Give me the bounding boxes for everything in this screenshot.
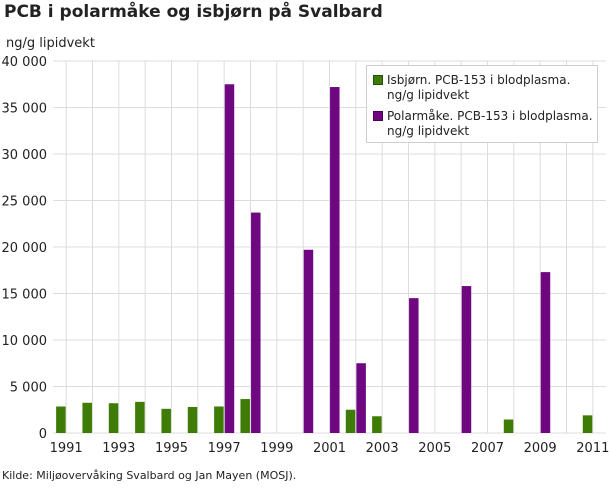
x-tick-label: 1999 <box>260 441 293 456</box>
x-tick-label: 2011 <box>576 441 609 456</box>
legend-label-polarmake-line1: Polarmåke. PCB-153 i blodplasma. <box>387 109 593 123</box>
x-tick-label: 2003 <box>366 441 399 456</box>
bar-isbjorn[interactable] <box>214 406 224 433</box>
bar-isbjorn[interactable] <box>161 408 171 433</box>
y-tick-label: 40 000 <box>2 55 48 70</box>
y-tick-label: 10 000 <box>2 334 48 349</box>
bar-polarmake[interactable] <box>356 363 366 433</box>
y-tick-label: 30 000 <box>2 148 48 163</box>
legend-label-isbjorn-line2: ng/g lipidvekt <box>387 88 470 102</box>
bar-isbjorn[interactable] <box>82 402 92 433</box>
bar-polarmake[interactable] <box>224 84 235 433</box>
bar-isbjorn[interactable] <box>108 403 119 433</box>
legend-label-polarmake: Polarmåke. PCB-153 i blodplasma. ng/g li… <box>387 109 597 139</box>
y-tick-label: 20 000 <box>2 241 48 256</box>
bar-polarmake[interactable] <box>409 298 419 433</box>
y-tick-labels: 0 5 000 10 000 15 000 20 000 25 000 30 000 35 0… <box>2 55 48 442</box>
y-axis-label: ng/g lipidvekt <box>6 36 95 51</box>
x-tick-label: 1991 <box>50 441 83 456</box>
bar-polarmake[interactable] <box>461 286 472 433</box>
x-tick-label: 1993 <box>102 441 135 456</box>
bar-isbjorn[interactable] <box>582 415 593 433</box>
x-tick-label: 2001 <box>313 441 346 456</box>
y-tick-label: 25 000 <box>2 195 48 210</box>
bar-isbjorn[interactable] <box>240 399 250 433</box>
bar-polarmake[interactable] <box>303 249 314 433</box>
bar-isbjorn[interactable] <box>372 416 382 433</box>
y-tick-label: 35 000 <box>2 102 48 117</box>
legend: Isbjørn. PCB-153 i blodplasma. ng/g lipi… <box>366 65 598 143</box>
chart-title: PCB i polarmåke og isbjørn på Svalbard <box>4 2 383 22</box>
x-tick-label: 2005 <box>418 441 451 456</box>
x-tick-label: 2009 <box>524 441 557 456</box>
legend-label-polarmake-line2: ng/g lipidvekt <box>387 124 470 138</box>
bar-isbjorn[interactable] <box>345 409 356 433</box>
x-tick-label: 1997 <box>208 441 241 456</box>
legend-swatch-polarmake <box>373 111 383 121</box>
legend-label-isbjorn: Isbjørn. PCB-153 i blodplasma. ng/g lipi… <box>387 73 597 103</box>
x-tick-label: 2007 <box>471 441 504 456</box>
y-tick-label: 0 <box>39 427 47 442</box>
bar-polarmake[interactable] <box>540 272 551 433</box>
x-tick-label: 1995 <box>155 441 188 456</box>
bar-polarmake[interactable] <box>251 212 261 433</box>
bar-isbjorn[interactable] <box>135 401 145 433</box>
bars <box>56 84 593 433</box>
bar-isbjorn[interactable] <box>187 406 198 433</box>
bar-polarmake[interactable] <box>330 87 340 433</box>
bar-isbjorn[interactable] <box>503 419 514 433</box>
y-tick-label: 15 000 <box>2 288 48 303</box>
x-tick-labels: 1991 1993 1995 1997 1999 2001 2003 2005 2007 2009… <box>50 441 610 456</box>
legend-label-isbjorn-line1: Isbjørn. PCB-153 i blodplasma. <box>387 73 571 87</box>
y-tick-label: 5 000 <box>10 381 47 396</box>
source-note: Kilde: Miljøovervåking Svalbard og Jan M… <box>2 469 297 482</box>
legend-swatch-isbjorn <box>373 75 383 85</box>
bar-isbjorn[interactable] <box>56 406 66 433</box>
